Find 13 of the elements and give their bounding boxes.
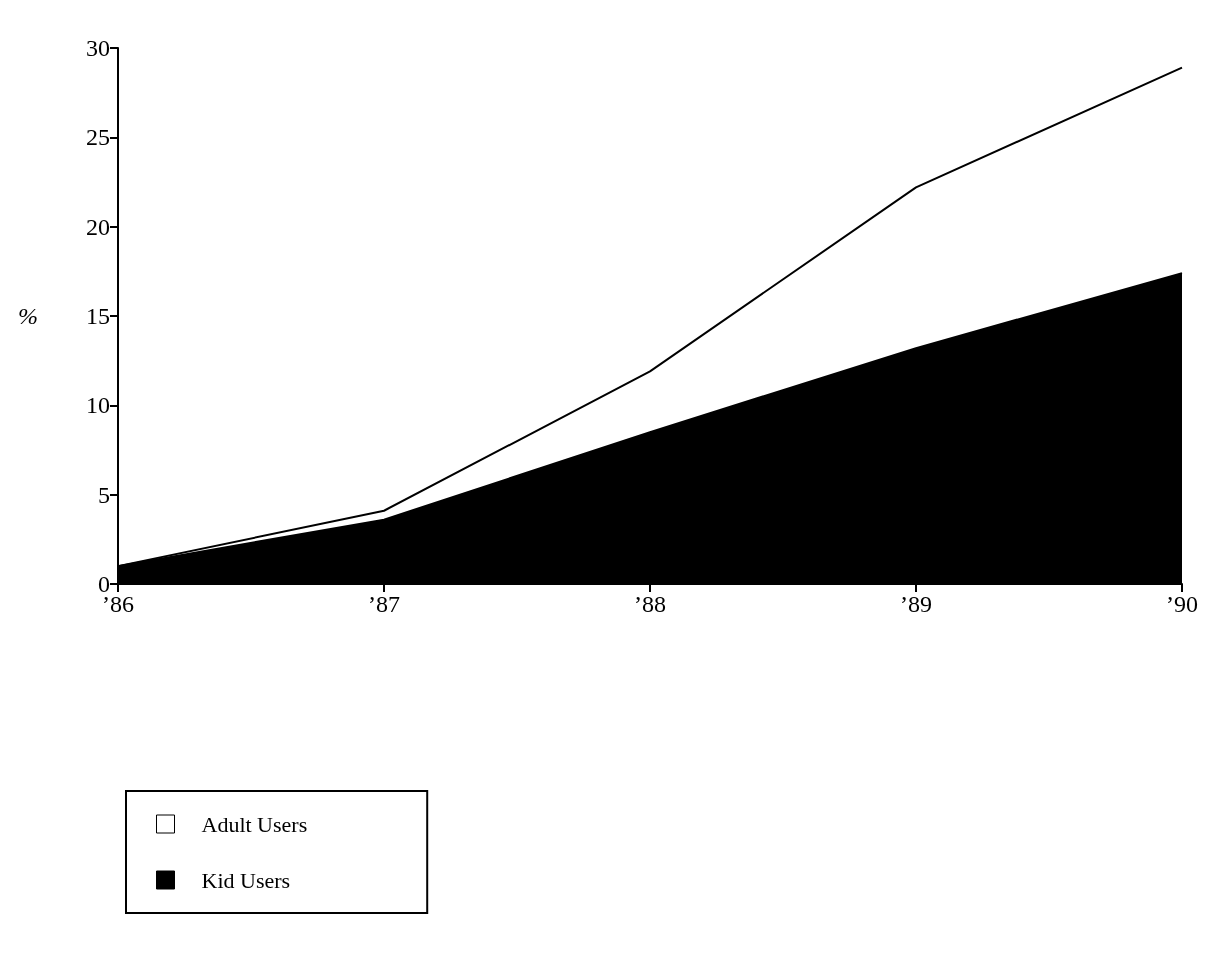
y-tick-label: 30 bbox=[86, 35, 110, 61]
y-tick-label: 10 bbox=[86, 392, 110, 419]
legend-label: Kid Users bbox=[201, 867, 291, 893]
y-axis-title: % bbox=[18, 303, 38, 329]
legend-label: Adult Users bbox=[201, 811, 308, 837]
y-tick-label: 15 bbox=[86, 303, 110, 329]
x-tick-label: ’89 bbox=[900, 591, 932, 617]
x-tick-label: ’87 bbox=[368, 591, 400, 617]
y-tick-label: 20 bbox=[86, 213, 110, 240]
y-tick-label: 25 bbox=[86, 124, 110, 151]
y-tick-label: 5 bbox=[98, 481, 110, 508]
x-tick-label: ’88 bbox=[634, 591, 666, 617]
x-tick-label: ’90 bbox=[1166, 591, 1198, 617]
